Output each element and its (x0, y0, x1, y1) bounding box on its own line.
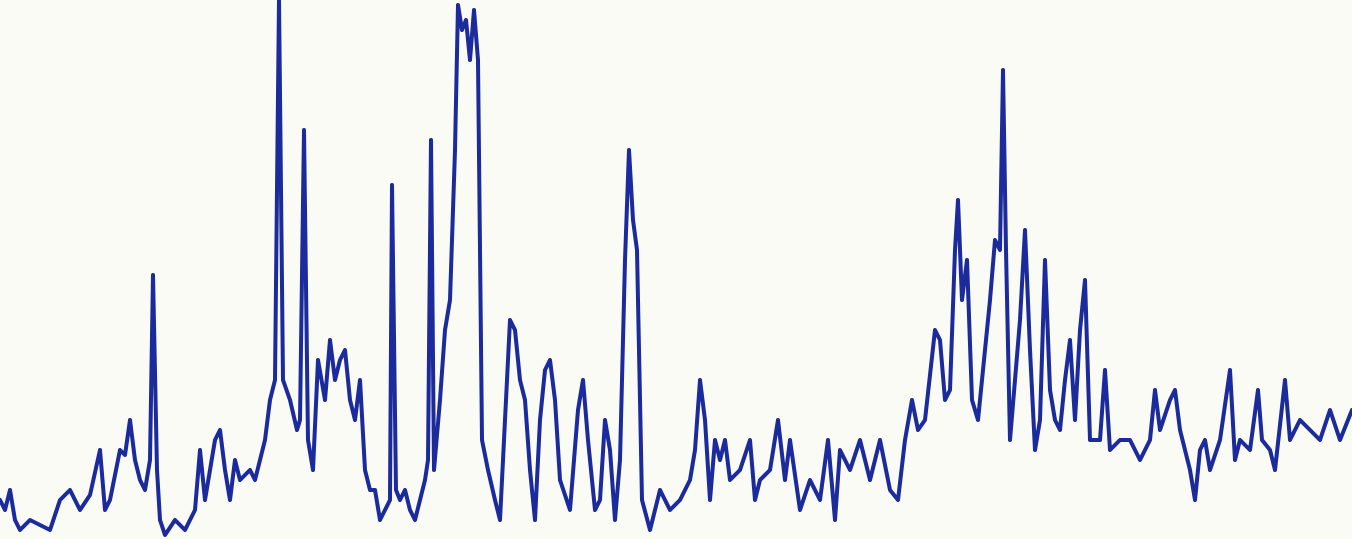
spectrum-line (0, 0, 1352, 537)
page: (() => { const data = JSON.parse(documen… (0, 0, 1352, 539)
background (0, 0, 1352, 539)
chart (0, 0, 1352, 539)
